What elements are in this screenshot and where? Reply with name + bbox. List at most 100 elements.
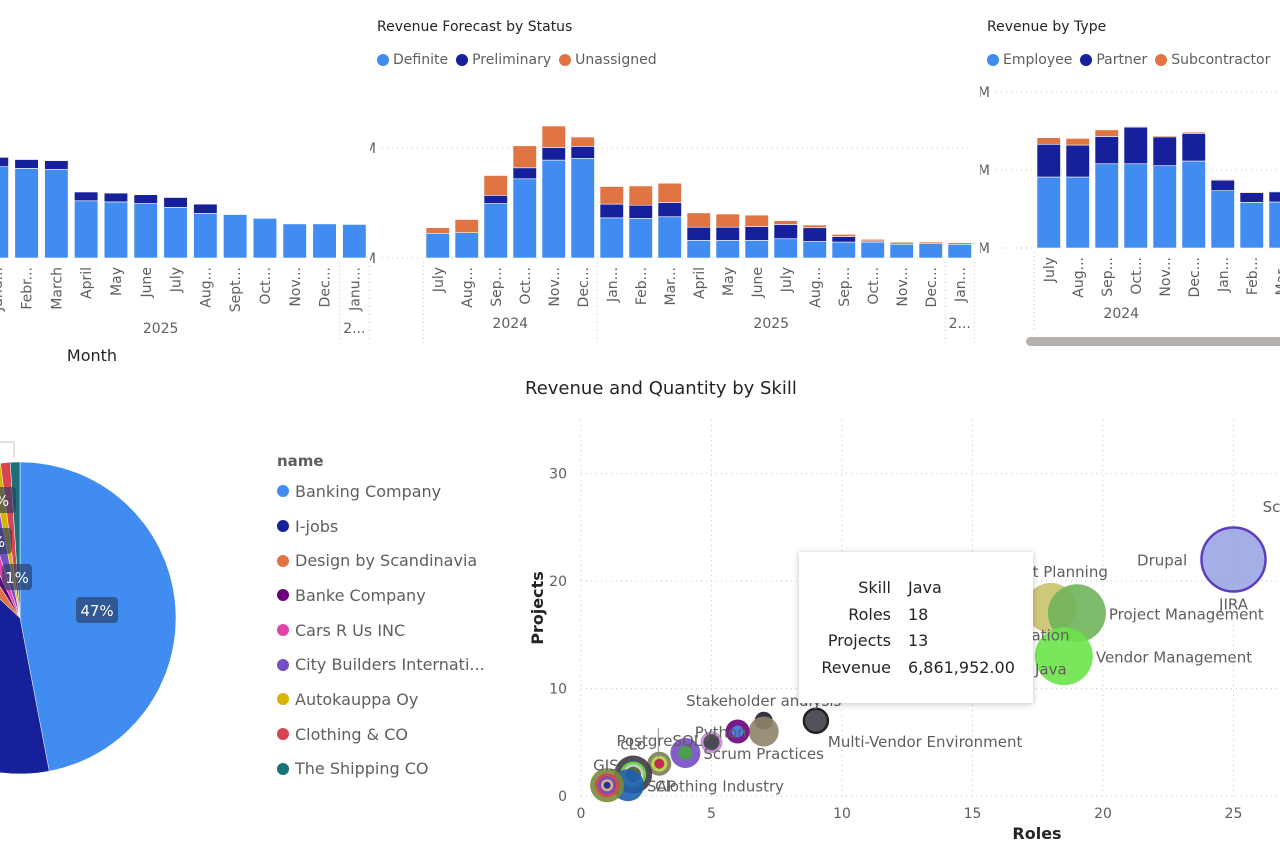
bar-segment-definite[interactable] xyxy=(802,241,827,259)
bar-segment-unassigned[interactable] xyxy=(686,212,711,228)
bar-segment-preliminary[interactable] xyxy=(133,194,158,204)
bar-segment-definite[interactable] xyxy=(483,203,508,259)
bar-segment-preliminary[interactable] xyxy=(744,226,769,241)
bar-segment-subcontractor[interactable] xyxy=(1123,126,1148,128)
horizontal-scrollbar[interactable] xyxy=(1026,337,1280,346)
scatter-bubble[interactable] xyxy=(654,758,665,769)
pie-legend-item[interactable]: I-jobs xyxy=(277,509,485,544)
bar-segment-definite[interactable] xyxy=(831,241,856,259)
bar-segment-partner[interactable] xyxy=(1152,136,1177,167)
bar-segment-employee[interactable] xyxy=(1210,190,1235,249)
bar-segment-employee[interactable] xyxy=(1239,202,1264,249)
bar-segment-definite[interactable] xyxy=(628,218,653,259)
bar-segment-preliminary[interactable] xyxy=(512,167,537,180)
bar-segment-unassigned[interactable] xyxy=(860,239,885,242)
bar-segment-definite[interactable] xyxy=(425,232,450,259)
bar-segment-definite[interactable] xyxy=(342,224,367,259)
bar-segment-subcontractor[interactable] xyxy=(1268,190,1280,193)
scatter-bubble[interactable] xyxy=(748,716,779,747)
bar-segment-unassigned[interactable] xyxy=(599,186,624,205)
legend-item-employee[interactable]: Employee xyxy=(987,52,1072,68)
scatter-bubble[interactable] xyxy=(1034,627,1093,686)
bar-segment-preliminary[interactable] xyxy=(483,195,508,204)
bar-segment-definite[interactable] xyxy=(744,240,769,259)
bar-segment-preliminary[interactable] xyxy=(163,197,188,208)
bar-segment-definite[interactable] xyxy=(918,243,943,259)
bar-segment-definite[interactable] xyxy=(889,243,914,259)
bar-segment-unassigned[interactable] xyxy=(715,213,740,228)
bar-segment-unassigned[interactable] xyxy=(425,227,450,234)
pie-legend-item[interactable]: Banking Company xyxy=(277,474,485,509)
bar-segment-preliminary[interactable] xyxy=(773,224,798,240)
bar-segment-definite[interactable] xyxy=(657,216,682,259)
bar-segment-employee[interactable] xyxy=(1065,176,1090,249)
bar-segment-definite[interactable] xyxy=(163,207,188,259)
bar-segment-employee[interactable] xyxy=(1036,176,1061,249)
bar-segment-definite[interactable] xyxy=(570,158,595,259)
bar-segment-definite[interactable] xyxy=(773,238,798,259)
bar-segment-definite[interactable] xyxy=(947,243,972,259)
bar-segment-partner[interactable] xyxy=(1123,126,1148,165)
bar-segment-definite[interactable] xyxy=(193,213,218,259)
bar-segment-unassigned[interactable] xyxy=(831,234,856,237)
bar-segment-subcontractor[interactable] xyxy=(1094,129,1119,137)
scatter-bubble[interactable] xyxy=(703,734,720,751)
scatter-bubble[interactable] xyxy=(1200,526,1267,593)
bar-segment-subcontractor[interactable] xyxy=(1181,131,1206,134)
bar-segment-employee[interactable] xyxy=(1152,165,1177,249)
bar-segment-definite[interactable] xyxy=(74,200,99,259)
bar-segment-unassigned[interactable] xyxy=(541,125,566,148)
bar-segment-definite[interactable] xyxy=(103,201,128,259)
bar-segment-unassigned[interactable] xyxy=(947,242,972,245)
bar-segment-unassigned[interactable] xyxy=(483,175,508,196)
bar-segment-partner[interactable] xyxy=(1210,179,1235,191)
pie-legend-item[interactable]: City Builders Internati... xyxy=(277,647,485,682)
bar-segment-subcontractor[interactable] xyxy=(1036,137,1061,145)
bar-segment-definite[interactable] xyxy=(541,159,566,259)
scatter-bubble[interactable] xyxy=(603,781,611,789)
legend-item-preliminary[interactable]: Preliminary xyxy=(456,52,551,68)
bar-segment-employee[interactable] xyxy=(1181,160,1206,249)
bar-segment-subcontractor[interactable] xyxy=(1065,138,1090,146)
bar-segment-definite[interactable] xyxy=(282,223,307,259)
bar-segment-partner[interactable] xyxy=(1094,136,1119,165)
bar-segment-preliminary[interactable] xyxy=(599,203,624,219)
bar-segment-partner[interactable] xyxy=(1268,191,1280,203)
bar-segment-partner[interactable] xyxy=(1065,144,1090,178)
bar-segment-unassigned[interactable] xyxy=(773,220,798,225)
bar-segment-definite[interactable] xyxy=(686,240,711,259)
pie-legend-item[interactable]: Clothing & CO xyxy=(277,717,485,752)
bar-segment-definite[interactable] xyxy=(512,178,537,259)
pie-legend-item[interactable]: Design by Scandinavia xyxy=(277,543,485,578)
bar-segment-definite[interactable] xyxy=(14,168,39,259)
pie-legend-item[interactable]: Cars R Us INC xyxy=(277,613,485,648)
bar-segment-unassigned[interactable] xyxy=(744,214,769,227)
scatter-bubble[interactable] xyxy=(678,746,693,760)
bar-segment-unassigned[interactable] xyxy=(918,241,943,245)
bar-segment-definite[interactable] xyxy=(454,232,479,259)
bar-segment-preliminary[interactable] xyxy=(628,204,653,219)
bar-segment-definite[interactable] xyxy=(860,241,885,259)
pie-legend-item[interactable]: Autokauppa Oy xyxy=(277,682,485,717)
bar-segment-definite[interactable] xyxy=(133,203,158,259)
bar-segment-employee[interactable] xyxy=(1123,163,1148,249)
bar-segment-definite[interactable] xyxy=(252,218,277,259)
scatter-bubble[interactable] xyxy=(731,725,744,738)
bar-segment-preliminary[interactable] xyxy=(541,147,566,161)
bar-segment-unassigned[interactable] xyxy=(570,136,595,147)
legend-item-unassigned[interactable]: Unassigned xyxy=(559,52,657,68)
bar-segment-subcontractor[interactable] xyxy=(1210,179,1235,181)
bar-segment-preliminary[interactable] xyxy=(193,203,218,214)
bar-segment-definite[interactable] xyxy=(599,217,624,259)
bar-segment-unassigned[interactable] xyxy=(802,224,827,229)
bar-segment-definite[interactable] xyxy=(312,223,337,259)
bar-segment-preliminary[interactable] xyxy=(715,226,740,241)
bar-segment-definite[interactable] xyxy=(223,214,248,259)
bar-segment-subcontractor[interactable] xyxy=(1239,191,1264,193)
legend-item-partner[interactable]: Partner xyxy=(1080,52,1147,68)
scatter-bubble[interactable] xyxy=(802,707,830,734)
bar-segment-preliminary[interactable] xyxy=(14,159,39,169)
bar-segment-definite[interactable] xyxy=(44,169,69,259)
bar-segment-employee[interactable] xyxy=(1268,201,1280,249)
bar-segment-unassigned[interactable] xyxy=(657,182,682,203)
